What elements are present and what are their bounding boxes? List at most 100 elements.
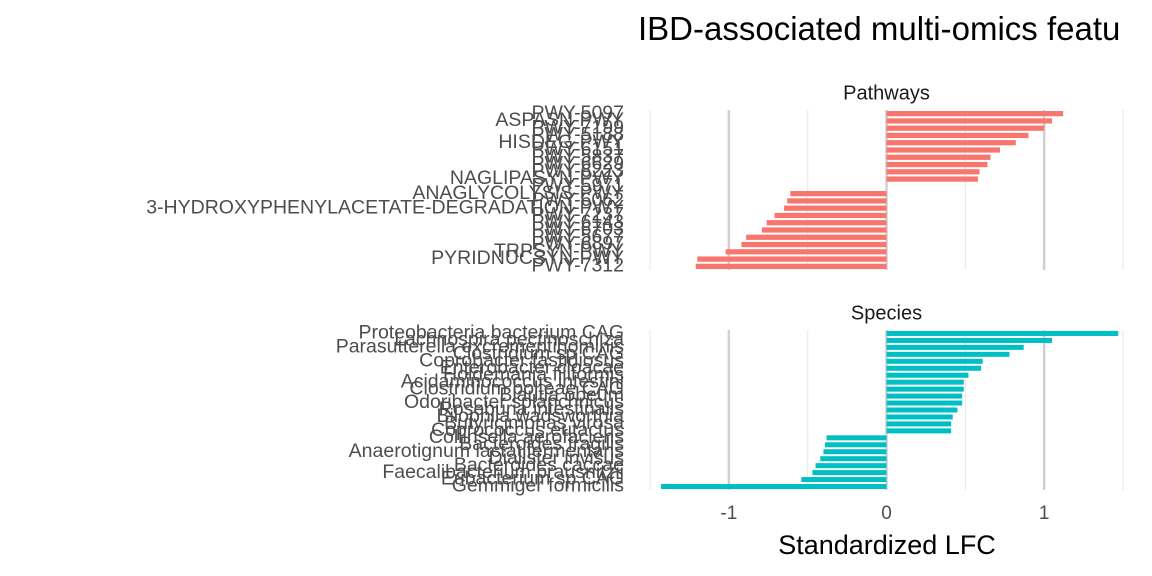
category-label: ANAGLYCOLYSIS-PWY [412, 182, 624, 204]
bar [886, 421, 952, 427]
category-label: Collinsella aerofaciens [429, 426, 624, 448]
category-label: Butyricimonas virosa [444, 412, 624, 434]
category-label: NAGLIPASYN-PWY [450, 167, 624, 189]
bar [886, 351, 1010, 357]
x-tick-label: 1 [1039, 503, 1050, 524]
category-label: PWY-6629 [531, 153, 624, 175]
bar [790, 191, 887, 197]
category-label: Proteobacteria bacterium CAG [358, 322, 624, 344]
x-tick-label: 0 [881, 503, 892, 524]
category-label: PWY-5971 [531, 175, 624, 197]
category-label: Holdemania filiformis [443, 363, 624, 385]
category-label: Coprobacter fastidiosus [419, 349, 624, 371]
bar [695, 263, 887, 269]
bar [886, 169, 980, 175]
bar [820, 456, 887, 462]
category-label: Bacteroides fragilis [459, 433, 624, 455]
category-label: PWY-6223 [531, 160, 624, 182]
category-label: Parasutterella excrementihominis [336, 336, 625, 358]
category-label: Eubacterium sp CAG [441, 468, 624, 490]
category-label: Enterobacter cloacae [440, 356, 624, 378]
category-label: Clostridium bolteae CAG [409, 377, 624, 399]
bar [886, 176, 978, 182]
x-axis-title: Standardized LFC [778, 530, 996, 560]
bar [886, 330, 1119, 336]
chart-title: IBD-associated multi-omics featu [638, 10, 1120, 47]
category-label: 3-HYDROXYPHENYLACETATE-DEGRADATION-PWY [146, 196, 624, 218]
category-label: PWY-6703 [531, 218, 624, 240]
bar [886, 161, 988, 168]
bar [826, 435, 887, 441]
category-label: PWY-7199 [531, 116, 624, 138]
bar [886, 393, 963, 399]
bar [741, 241, 887, 248]
bar [886, 414, 953, 420]
bar [886, 111, 1064, 117]
bar [766, 220, 887, 226]
category-label: PWY-7237 [531, 204, 624, 226]
panel-species: Species Proteobacteria bacterium CAGLachn… [336, 302, 1124, 497]
bar [886, 365, 982, 371]
bar [801, 477, 887, 483]
bar [886, 344, 1024, 350]
bar [886, 337, 1053, 343]
category-label: Gemmiger formicilis [452, 475, 625, 497]
category-label: Faecalibacterium prausnitzii [382, 461, 624, 483]
bar [746, 234, 887, 240]
bar [886, 118, 1053, 124]
bar [886, 125, 1045, 131]
category-label: Roseburia intestinalis [439, 398, 625, 420]
category-label: Anaerotignum lactatifermentans [349, 440, 625, 462]
category-label: Odoribacter splanchnicus [404, 391, 624, 413]
bar [661, 484, 887, 490]
bar [886, 428, 952, 434]
bar [725, 249, 887, 255]
bar [886, 154, 991, 160]
bar [886, 407, 958, 413]
bar [886, 147, 1001, 153]
bar [886, 132, 1029, 139]
category-label: PWY-6143 [531, 211, 624, 233]
bar [823, 449, 887, 455]
category-label: PWY-5677 [531, 225, 624, 247]
bar [886, 379, 964, 385]
bar [886, 140, 1016, 146]
category-label: PWY-6151 [531, 138, 624, 160]
bar [774, 212, 887, 219]
category-label: PWY-6897 [531, 233, 624, 255]
category-label: ASPASN-PWY [495, 109, 624, 131]
category-label: Acidaminococcus intestini [401, 370, 624, 392]
bar [812, 470, 887, 476]
facet-label: Species [851, 302, 922, 324]
x-tick-label: -1 [720, 503, 737, 524]
bar [825, 442, 887, 448]
bar [815, 463, 887, 469]
category-label: PWY-5097 [531, 102, 624, 124]
category-label: PWY-5188 [531, 124, 624, 146]
bar [886, 386, 964, 392]
bar [886, 400, 963, 406]
category-label: PWY-5837 [531, 145, 624, 167]
category-label: HISDEG-PWY [498, 131, 624, 153]
bar [784, 205, 887, 211]
category-label: Bilophila wadsworthia [436, 405, 624, 427]
category-label: PWY-7312 [531, 255, 624, 277]
bar [787, 198, 887, 204]
category-label: Clostridium sp CAG [453, 343, 624, 365]
category-label: Coprococcus eutactus [431, 419, 624, 441]
category-label: PYRIDNUCSYN-PWY [431, 247, 624, 269]
x-axis: -1 0 1 [720, 503, 1049, 524]
category-label: Bacteroides caccae [454, 454, 624, 476]
category-label: Blautia obeum [499, 384, 624, 406]
category-label: Dialister invisus [489, 447, 625, 469]
bar [761, 227, 887, 233]
category-label: TRPSYN-PWY [494, 240, 624, 262]
bar [886, 372, 969, 378]
chart-panels: Pathways PWY-5097ASPASN-PWYPWY-7199PWY-51… [146, 82, 1124, 497]
category-label: Lachnospira pectinoschiza [394, 329, 624, 351]
bar [886, 358, 983, 364]
facet-label: Pathways [843, 82, 930, 104]
bar [697, 256, 887, 262]
panel-pathways: Pathways PWY-5097ASPASN-PWYPWY-7199PWY-51… [146, 82, 1124, 277]
